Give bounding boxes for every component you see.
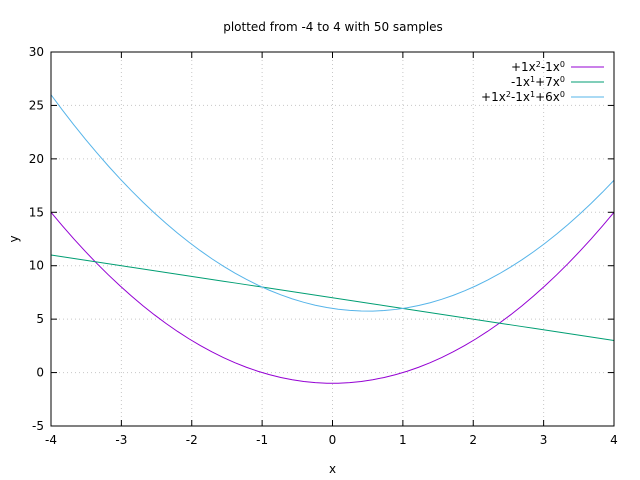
- y-tick-labels: -5 0 5 10 15 20 25 30: [29, 45, 44, 433]
- x-axis-label: x: [329, 462, 336, 476]
- grid: [51, 52, 614, 426]
- series-line-2: [50, 254, 615, 342]
- legend-label-2: -1x1+7x0: [511, 75, 565, 90]
- y-tick-label: -5: [32, 419, 44, 433]
- y-tick-label: 0: [36, 366, 44, 380]
- x-tick-label: -4: [45, 433, 57, 447]
- y-axis-label: y: [7, 235, 21, 242]
- series-line-1: [50, 211, 615, 384]
- series-line-3: [50, 94, 615, 312]
- legend-label-3: +1x2-1x1+6x0: [481, 90, 565, 105]
- x-tick-label: -2: [186, 433, 198, 447]
- y-tick-label: 30: [29, 45, 44, 59]
- x-tick-label: 2: [469, 433, 477, 447]
- ticks: [50, 51, 615, 427]
- x-tick-label: 3: [540, 433, 548, 447]
- x-tick-label: 4: [610, 433, 618, 447]
- chart-title: plotted from -4 to 4 with 50 samples: [223, 20, 443, 34]
- x-tick-label: 1: [399, 433, 407, 447]
- legend-label-1: +1x2-1x0: [511, 60, 565, 75]
- y-tick-label: 15: [29, 205, 44, 219]
- y-tick-label: 20: [29, 152, 44, 166]
- x-tick-label: 0: [329, 433, 337, 447]
- series-group: [50, 94, 615, 384]
- x-tick-labels: -4 -3 -2 -1 0 1 2 3 4: [45, 433, 618, 447]
- y-tick-label: 25: [29, 98, 44, 112]
- y-tick-label: 10: [29, 259, 44, 273]
- x-tick-label: -1: [256, 433, 268, 447]
- y-tick-label: 5: [36, 312, 44, 326]
- x-tick-label: -3: [115, 433, 127, 447]
- legend: +1x2-1x0-1x1+7x0+1x2-1x1+6x0: [481, 60, 604, 105]
